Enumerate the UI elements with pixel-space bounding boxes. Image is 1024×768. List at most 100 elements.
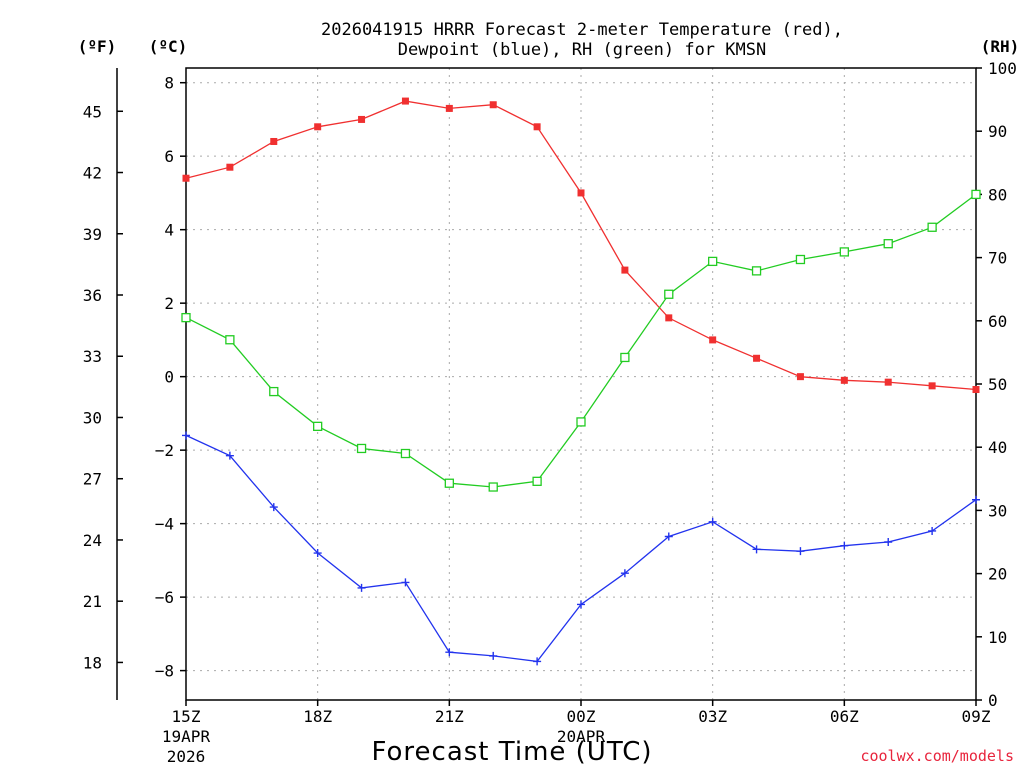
dewpoint-point [928, 526, 937, 535]
rh-unit-label: (RH) [981, 37, 1020, 56]
temperature-point [270, 137, 278, 145]
dewpoint-point [577, 600, 585, 609]
rh-tick-label: 30 [988, 501, 1007, 520]
temperature-point [489, 101, 497, 109]
rh-point [313, 421, 323, 431]
celsius-tick-label: −4 [155, 515, 174, 534]
chart-title-line1: 2026041915 HRRR Forecast 2-meter Tempera… [321, 20, 843, 40]
dewpoint-point [313, 549, 322, 558]
rh-point [532, 476, 542, 486]
celsius-tick-label: −8 [155, 662, 174, 681]
credit-text: coolwx.com/models [860, 747, 1014, 765]
rh-point [225, 335, 235, 345]
temperature-point [358, 115, 366, 123]
fahrenheit-tick-label: 18 [83, 653, 102, 672]
x-tick-date-label: 20APR [557, 727, 606, 746]
rh-line [185, 193, 977, 488]
rh-tick-label: 50 [988, 375, 1007, 394]
rh-tick-label: 60 [988, 312, 1007, 331]
dewpoint-point [796, 547, 805, 556]
rh-point [708, 256, 718, 267]
fahrenheit-tick-label: 39 [83, 225, 102, 244]
fahrenheit-tick-label: 42 [83, 164, 102, 183]
fahrenheit-tick-label: 30 [83, 408, 102, 427]
dewpoint-point [225, 451, 234, 460]
x-tick-label: 15Z [172, 707, 201, 726]
temperature-point [753, 354, 761, 362]
grid-lines [186, 68, 976, 700]
temperature-point [621, 266, 629, 274]
dewpoint-point [884, 538, 893, 546]
dewpoint-point [533, 657, 542, 666]
celsius-tick-label: 4 [164, 221, 174, 240]
rh-point [839, 247, 849, 257]
rh-point [927, 222, 937, 232]
rh-tick-label: 40 [988, 438, 1007, 457]
temperature-point [972, 386, 980, 394]
dewpoint-point [620, 569, 629, 578]
data-series [181, 97, 981, 666]
rh-tick-label: 0 [988, 691, 998, 710]
temperature-point [796, 373, 804, 381]
dewpoint-point [840, 541, 849, 550]
rh-point [751, 266, 762, 276]
dewpoint-point [972, 495, 980, 504]
temperature-point [533, 123, 541, 131]
celsius-tick-label: −2 [155, 441, 174, 460]
rh-tick-label: 90 [988, 122, 1007, 141]
rh-point [444, 478, 454, 488]
celsius-tick-label: 6 [164, 147, 174, 166]
axis-ticks: 86420−2−4−6−8454239363330272421181009080… [83, 59, 1017, 766]
dewpoint-point [182, 431, 190, 440]
celsius-tick-label: 0 [164, 368, 174, 387]
rh-point [576, 417, 586, 427]
temperature-point [226, 163, 234, 171]
temperature-point [840, 376, 848, 384]
rh-tick-label: 10 [988, 628, 1007, 647]
rh-point [181, 312, 191, 323]
celsius-tick-label: 2 [164, 294, 174, 313]
dewpoint-point [401, 578, 410, 587]
fahrenheit-unit-label: (ºF) [78, 37, 117, 56]
rh-point [795, 254, 806, 265]
x-axis-label: Forecast Time (UTC) [371, 737, 652, 767]
x-tick-label: 03Z [698, 707, 727, 726]
dewpoint-point [357, 583, 366, 592]
temperature-point [401, 97, 409, 105]
fahrenheit-tick-label: 45 [83, 102, 102, 121]
rh-point [664, 289, 674, 299]
temperature-point [445, 104, 453, 112]
rh-point [356, 443, 367, 454]
x-tick-label: 09Z [962, 707, 991, 726]
rh-tick-label: 20 [988, 565, 1007, 584]
rh-point [488, 482, 498, 492]
rh-point [269, 386, 279, 397]
dewpoint-point [664, 532, 673, 541]
dewpoint-point [489, 651, 498, 660]
x-tick-date-label: 19APR [162, 727, 211, 746]
x-tick-label: 06Z [830, 707, 859, 726]
dewpoint-point [752, 545, 761, 554]
x-tick-label: 21Z [435, 707, 464, 726]
celsius-tick-label: 8 [164, 74, 174, 93]
rh-point [883, 239, 893, 249]
temperature-point [884, 378, 892, 386]
fahrenheit-tick-label: 24 [83, 531, 102, 550]
dewpoint-point [708, 517, 717, 526]
temperature-line [185, 100, 977, 391]
fahrenheit-tick-label: 33 [83, 347, 102, 366]
rh-point [400, 448, 411, 459]
temperature-point [709, 336, 717, 344]
x-tick-label: 18Z [303, 707, 332, 726]
temperature-point [665, 314, 673, 322]
rh-point [971, 189, 981, 200]
temperature-point [182, 174, 190, 182]
rh-point [620, 352, 630, 363]
temperature-point [577, 189, 585, 197]
dewpoint-point [445, 648, 454, 657]
rh-tick-label: 100 [988, 59, 1017, 78]
x-tick-year-label: 2026 [167, 747, 206, 766]
temperature-point [928, 382, 936, 390]
fahrenheit-tick-label: 27 [83, 470, 102, 489]
